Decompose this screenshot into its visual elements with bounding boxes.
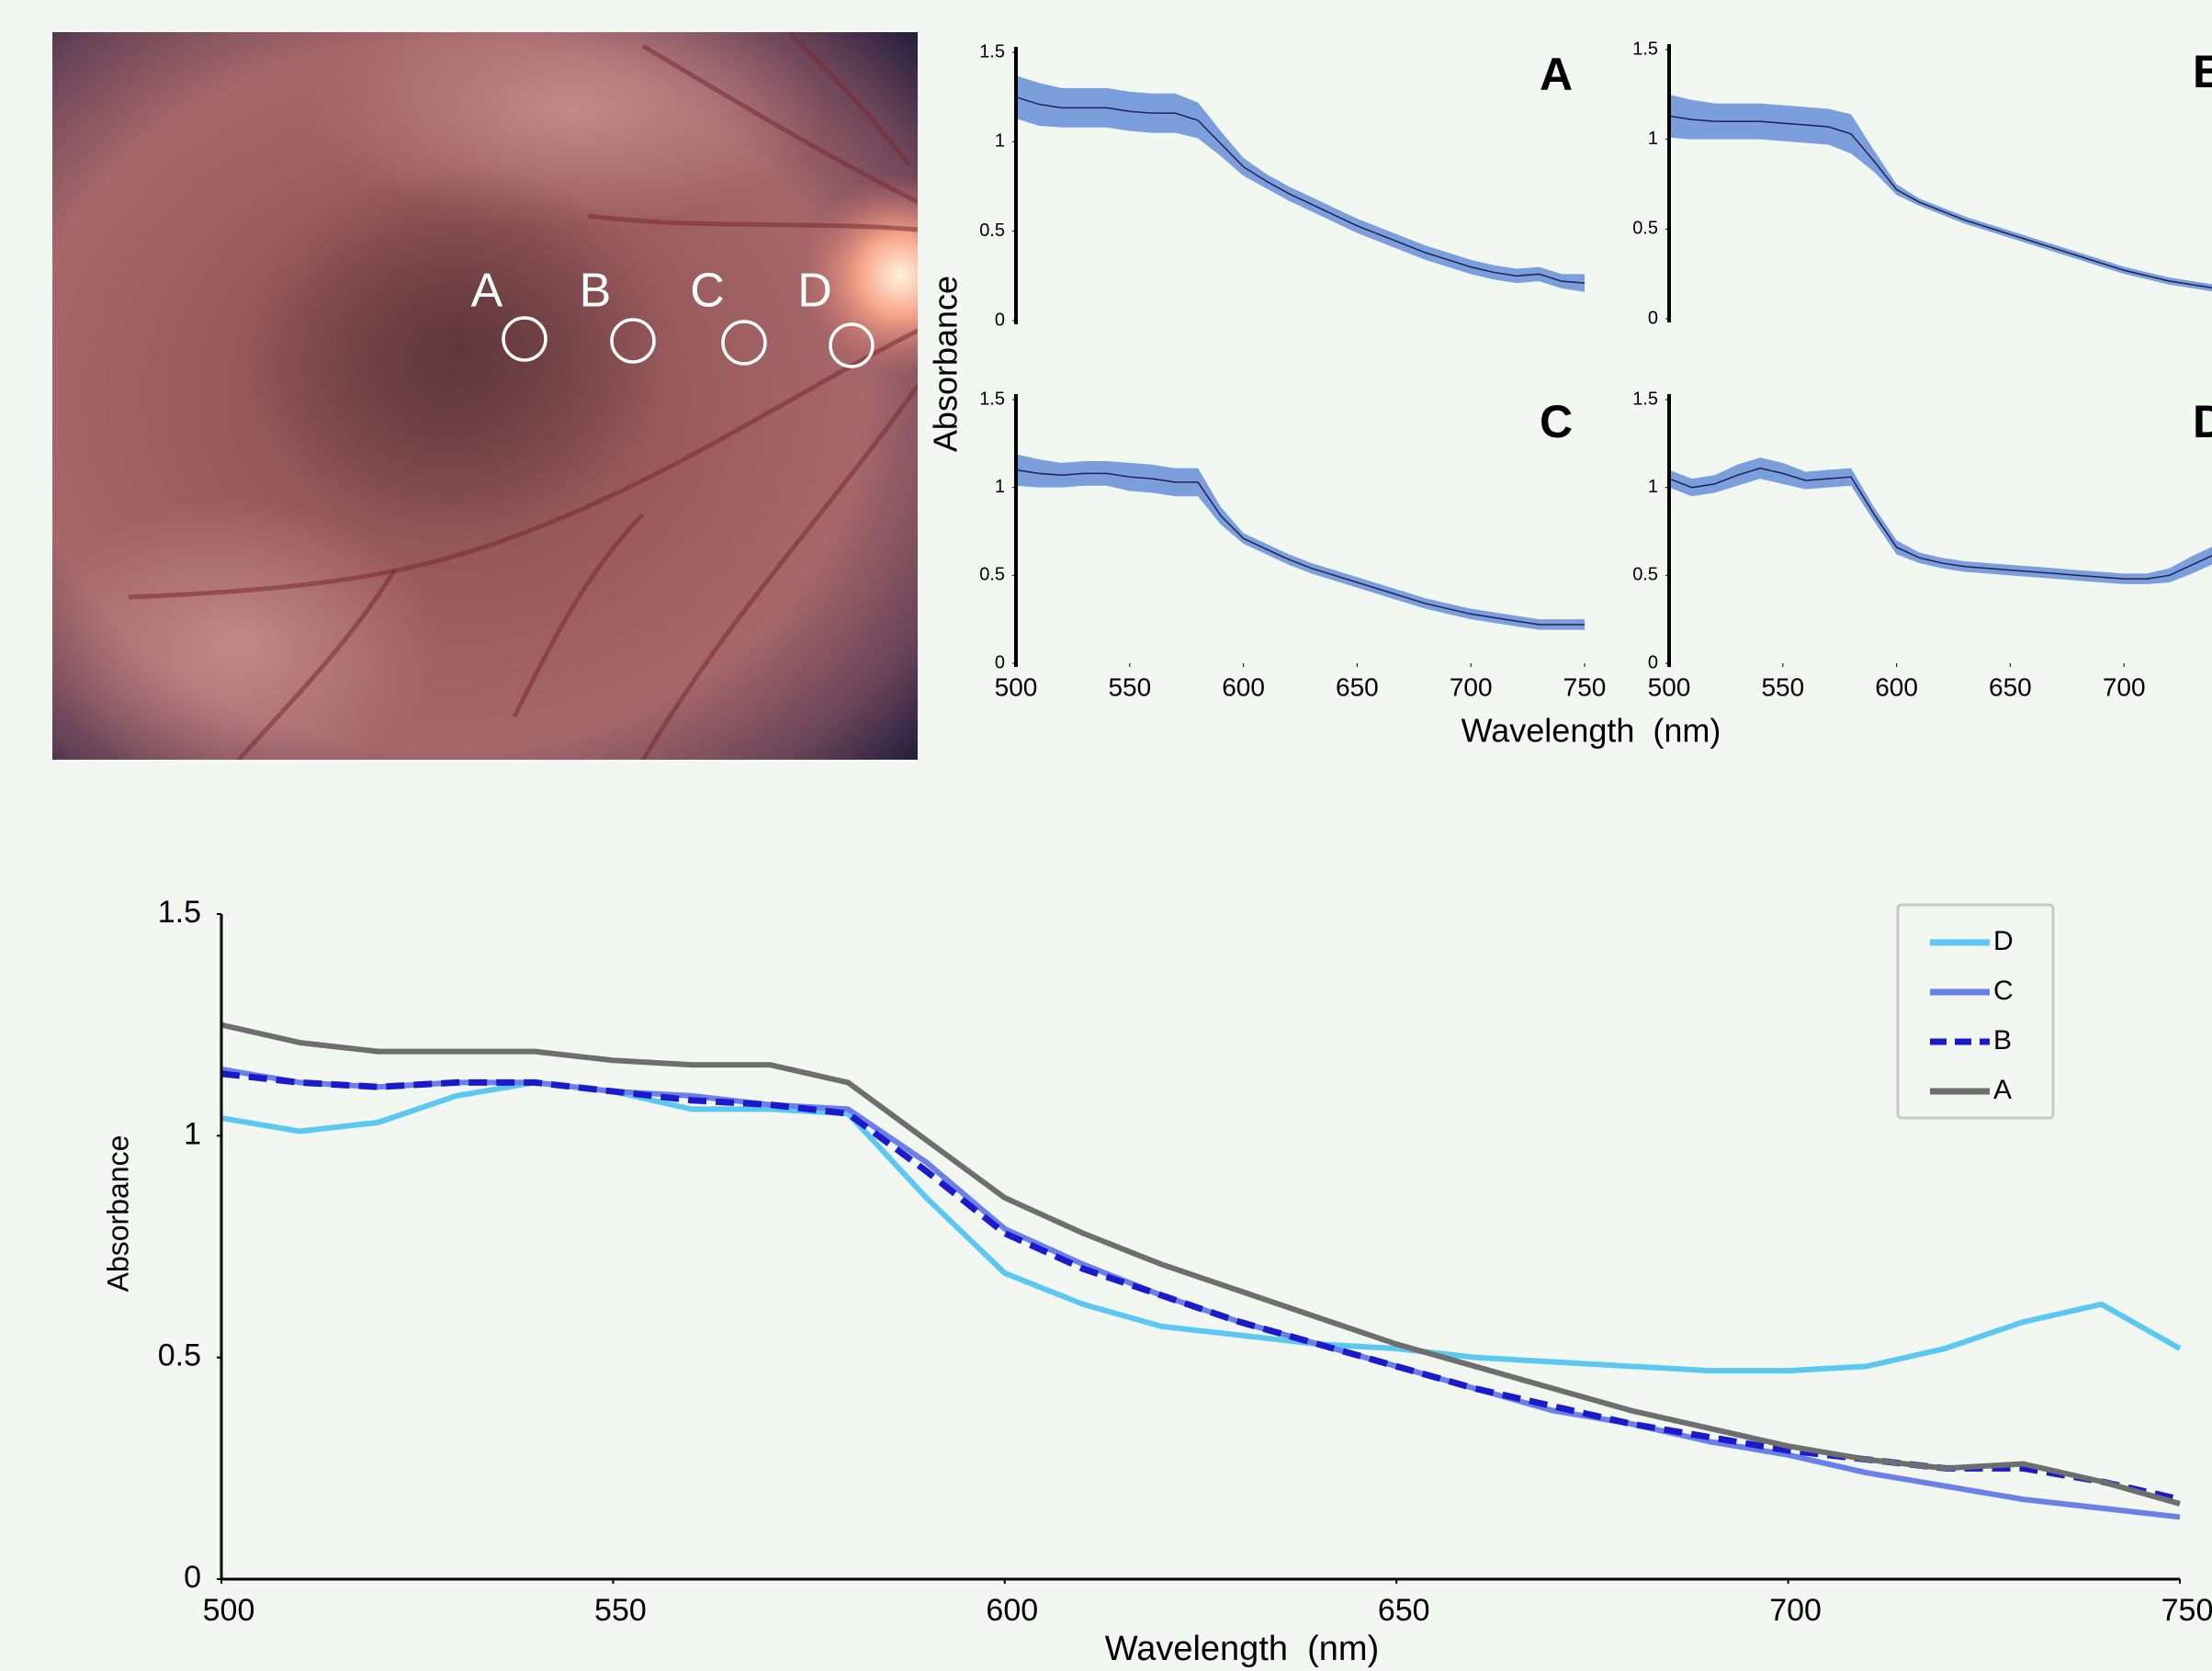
x-tick-label: 550 [1761, 672, 1804, 701]
page: {"photo": {"labels": ["A", "B", "C", "D"… [0, 0, 2212, 1671]
x-tick-label: 650 [1378, 1593, 1430, 1628]
x-axis-label: Wavelength (nm) [1105, 1630, 1379, 1668]
sd-band [1669, 457, 2212, 584]
y-tick-label: 0 [995, 310, 1005, 330]
y-axis-label: Absorbance [101, 1135, 134, 1293]
y-tick-label: 0 [1648, 308, 1658, 328]
y-tick-label: 0 [1648, 652, 1658, 672]
panel-title: A [1540, 49, 1573, 100]
series-line [221, 1082, 2180, 1371]
legend-label: C [1993, 976, 2014, 1006]
fundus-photo [37, 0, 1001, 790]
x-tick-label: 700 [1769, 1593, 1822, 1628]
x-axis-label: Wavelength (nm) [1462, 712, 1721, 750]
series-line [221, 1069, 2180, 1517]
mean-line [1669, 116, 2212, 291]
sd-band [1016, 454, 1585, 629]
x-tick-label: 700 [1450, 672, 1493, 701]
x-tick-label: 550 [594, 1593, 647, 1628]
legend-label: D [1993, 926, 2014, 956]
mean-line [1669, 469, 2212, 580]
legend-label: B [1993, 1025, 2012, 1056]
figure: ABCD00.511.5AAbsorbanceWavelength (nm)00… [0, 0, 2212, 1671]
y-tick-label: 1.5 [979, 389, 1005, 409]
legend-label: A [1993, 1075, 2012, 1105]
x-tick-label: 600 [986, 1593, 1038, 1628]
panel-title: D [2193, 396, 2212, 447]
x-tick-label: 750 [2161, 1593, 2212, 1628]
y-tick-label: 1.5 [979, 41, 1005, 62]
photo-label: A [471, 265, 503, 318]
x-tick-label: 600 [1875, 672, 1918, 701]
y-tick-label: 0.5 [1632, 219, 1658, 239]
y-tick-label: 1 [1648, 477, 1658, 497]
photo-label: B [580, 265, 612, 318]
x-tick-label: 600 [1222, 672, 1265, 701]
y-tick-label: 1.5 [1632, 39, 1658, 59]
x-tick-label: 750 [1563, 672, 1607, 701]
y-tick-label: 0 [995, 652, 1005, 672]
y-axis-label: Absorbance [927, 276, 965, 452]
y-tick-label: 0.5 [158, 1338, 201, 1373]
series-line [221, 1025, 2180, 1504]
x-tick-label: 500 [203, 1593, 255, 1628]
x-tick-label: 550 [1108, 672, 1151, 701]
y-tick-label: 1 [184, 1116, 201, 1151]
photo-label: C [690, 265, 725, 318]
y-tick-label: 0.5 [1632, 565, 1658, 585]
panel-title: C [1540, 396, 1573, 447]
x-tick-label: 650 [1989, 672, 2032, 701]
y-tick-label: 1 [995, 477, 1005, 497]
x-tick-label: 500 [1648, 672, 1691, 701]
x-tick-label: 500 [995, 672, 1038, 701]
series-line [221, 1074, 2180, 1499]
y-tick-label: 1 [995, 131, 1005, 152]
y-tick-label: 0.5 [979, 565, 1005, 585]
mean-line [1016, 470, 1585, 625]
x-tick-label: 700 [2103, 672, 2146, 701]
y-tick-label: 0 [184, 1560, 201, 1595]
y-tick-label: 1 [1648, 129, 1658, 149]
panel-title: B [2193, 46, 2212, 97]
x-tick-label: 650 [1336, 672, 1379, 701]
photo-label: D [797, 265, 832, 318]
legend-box [1898, 905, 2053, 1118]
sd-band [1669, 95, 2212, 296]
y-tick-label: 1.5 [158, 895, 201, 930]
y-tick-label: 1.5 [1632, 389, 1658, 409]
y-tick-label: 0.5 [979, 220, 1005, 241]
